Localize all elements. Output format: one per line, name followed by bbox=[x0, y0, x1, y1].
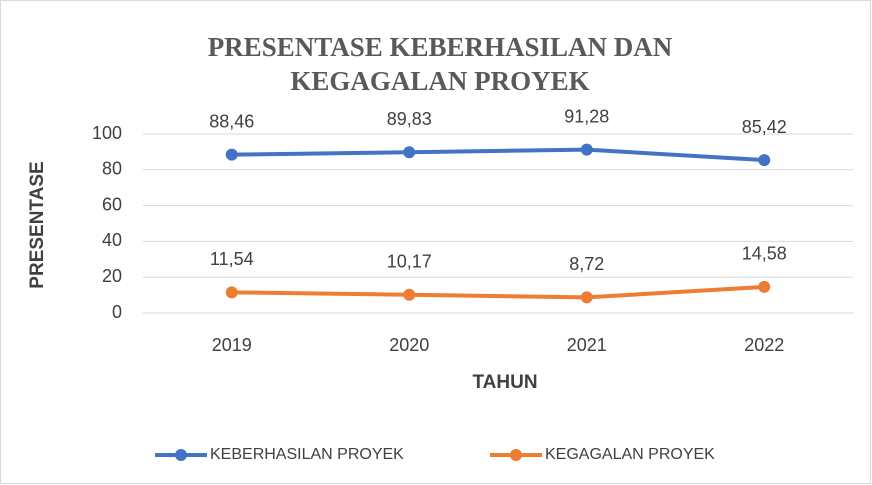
x-axis-label: TAHUN bbox=[472, 372, 537, 393]
x-tick-label: 2021 bbox=[567, 335, 607, 355]
data-point bbox=[758, 154, 771, 167]
x-tick-label: 2020 bbox=[389, 335, 429, 355]
data-label: 11,54 bbox=[210, 249, 254, 269]
x-tick-label: 2022 bbox=[744, 335, 784, 355]
legend-label: KEBERHASILAN PROYEK bbox=[210, 446, 404, 463]
data-label: 8,72 bbox=[569, 254, 604, 274]
data-point bbox=[580, 291, 593, 304]
y-tick-label: 80 bbox=[102, 159, 122, 179]
data-point bbox=[225, 286, 238, 299]
data-label: 91,28 bbox=[564, 106, 609, 126]
x-tick-label: 2019 bbox=[212, 335, 252, 355]
y-axis-label: PRESENTASE bbox=[27, 161, 48, 288]
data-point bbox=[580, 143, 593, 156]
data-point bbox=[758, 280, 771, 293]
data-label: 88,46 bbox=[209, 111, 254, 131]
series-line bbox=[231, 284, 765, 300]
data-label: 85,42 bbox=[742, 117, 787, 137]
data-point bbox=[225, 148, 238, 161]
y-tick-label: 40 bbox=[102, 230, 122, 250]
data-point bbox=[403, 146, 416, 159]
y-tick-label: 0 bbox=[112, 302, 122, 322]
legend-label: KEGAGALAN PROYEK bbox=[545, 446, 715, 463]
data-point bbox=[403, 288, 416, 301]
legend-marker bbox=[175, 449, 187, 461]
y-tick-label: 20 bbox=[102, 266, 122, 286]
chart-title: PRESENTASE KEBERHASILAN DAN KEGAGALAN PR… bbox=[207, 32, 673, 96]
series-line bbox=[231, 147, 765, 163]
legend-marker bbox=[510, 449, 522, 461]
data-label: 10,17 bbox=[387, 252, 432, 272]
data-label: 14,58 bbox=[742, 244, 787, 264]
y-tick-label: 60 bbox=[102, 194, 122, 214]
y-tick-label: 100 bbox=[92, 123, 122, 143]
data-label: 89,83 bbox=[387, 109, 432, 129]
